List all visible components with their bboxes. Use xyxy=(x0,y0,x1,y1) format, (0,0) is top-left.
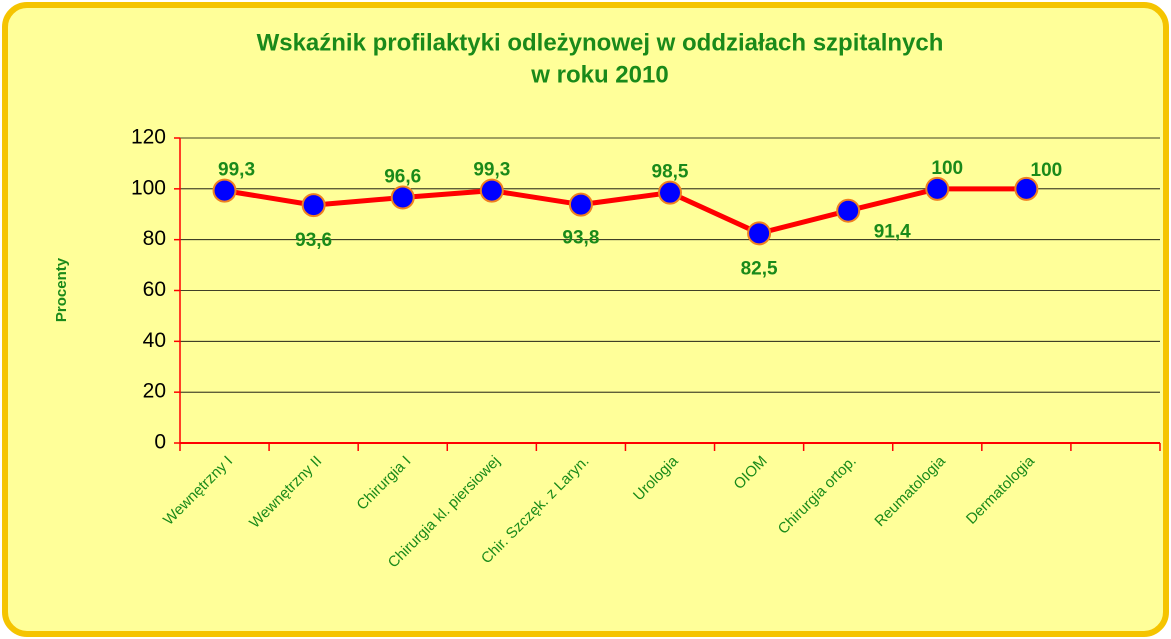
data-label: 99,3 xyxy=(218,160,255,181)
data-label: 93,6 xyxy=(295,230,332,251)
y-tick-label: 40 xyxy=(143,329,166,352)
y-tick-label: 20 xyxy=(143,380,166,403)
data-label: 100 xyxy=(1031,160,1063,181)
y-tick-label: 120 xyxy=(131,126,166,149)
y-tick-label: 0 xyxy=(154,431,166,454)
data-label: 96,6 xyxy=(384,166,421,187)
data-label: 82,5 xyxy=(741,258,778,279)
chart-subtitle: w roku 2010 xyxy=(530,61,668,88)
marker xyxy=(568,192,593,217)
y-axis-label: Procenty xyxy=(53,257,70,322)
marker xyxy=(212,178,237,203)
data-label: 100 xyxy=(931,158,963,179)
marker xyxy=(1014,176,1039,201)
y-tick-label: 80 xyxy=(143,227,166,250)
data-label: 93,8 xyxy=(562,228,599,249)
marker xyxy=(390,185,415,210)
data-label: 91,4 xyxy=(874,222,911,243)
marker xyxy=(747,221,772,246)
y-tick-label: 60 xyxy=(143,278,166,301)
data-label: 98,5 xyxy=(652,162,689,183)
marker xyxy=(301,193,326,218)
marker xyxy=(925,176,950,201)
data-label: 99,3 xyxy=(473,160,510,181)
chart-title: Wskaźnik profilaktyki odleżynowej w oddz… xyxy=(257,29,944,56)
marker xyxy=(658,180,682,205)
y-tick-label: 100 xyxy=(131,176,166,199)
marker xyxy=(479,178,504,203)
marker xyxy=(836,198,861,223)
line xyxy=(224,186,1027,236)
